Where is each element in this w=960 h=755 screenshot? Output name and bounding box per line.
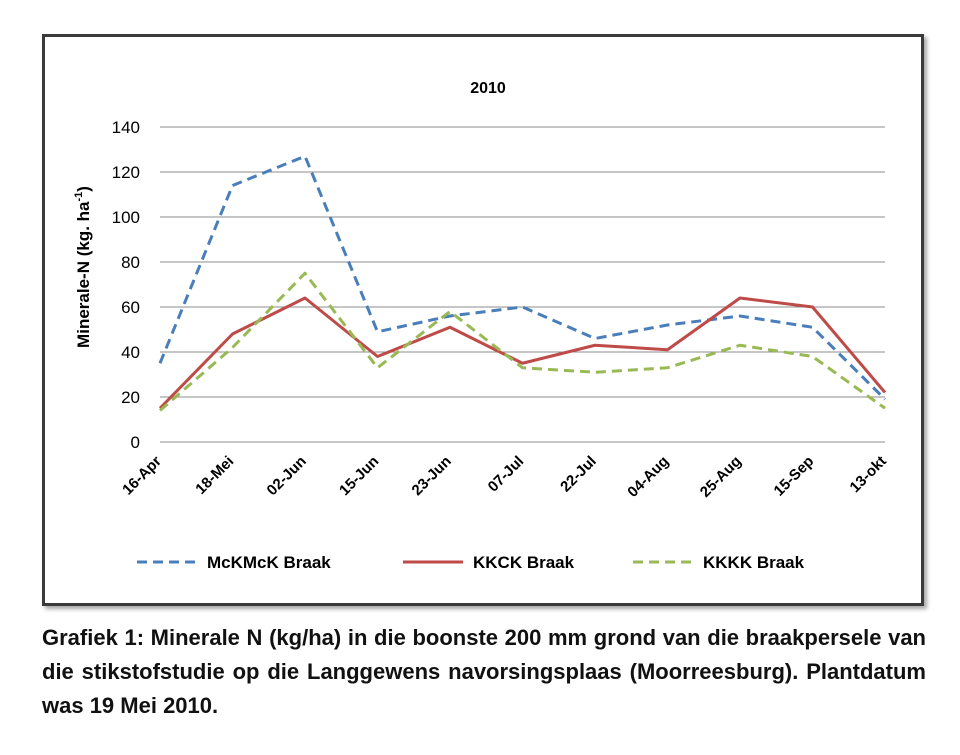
- x-tick-label: 25-Aug: [697, 453, 745, 501]
- x-tick-label: 04-Aug: [624, 453, 672, 501]
- x-tick-label: 13-okt: [847, 453, 890, 496]
- x-tick-labels: 16-Apr 18-Mei 02-Jun 15-Jun 23-Jun 07-Jul 22-J…: [119, 453, 890, 501]
- x-tick-label: 15-Jun: [336, 453, 382, 499]
- legend-label: KKCK Braak: [473, 553, 575, 572]
- y-tick-label: 0: [131, 433, 140, 452]
- series-line: [158, 154, 887, 401]
- y-tick-label: 40: [121, 343, 140, 362]
- series-lines: [158, 154, 887, 412]
- x-tick-label: 02-Jun: [264, 453, 310, 499]
- chart-frame: 2010 0 20 40 60 80 100 120 140 16-Apr 18-Mei 02-J…: [42, 34, 924, 606]
- series-line: [158, 296, 887, 410]
- y-tick-labels: 0 20 40 60 80 100 120 140: [112, 118, 140, 452]
- line-chart: 2010 0 20 40 60 80 100 120 140 16-Apr 18-Mei 02-J…: [73, 80, 890, 572]
- x-tick-label: 15-Sep: [771, 453, 818, 500]
- legend: McKMcK Braak KKCK Braak KKKK Braak: [137, 553, 805, 572]
- y-tick-label: 80: [121, 253, 140, 272]
- y-tick-label: 60: [121, 298, 140, 317]
- chart-title: 2010: [470, 80, 506, 97]
- y-tick-label: 100: [112, 208, 140, 227]
- series-line: [159, 271, 886, 412]
- x-tick-label: 23-Jun: [409, 453, 455, 499]
- x-tick-label: 07-Jul: [485, 453, 528, 496]
- legend-label: KKKK Braak: [703, 553, 805, 572]
- legend-label: McKMcK Braak: [207, 553, 331, 572]
- x-tick-label: 22-Jul: [557, 453, 600, 496]
- y-tick-label: 140: [112, 118, 140, 137]
- y-tick-label: 120: [112, 163, 140, 182]
- x-tick-label: 18-Mei: [192, 453, 237, 498]
- y-axis-label: Minerale-N (kg. ha-1): [73, 186, 93, 348]
- y-tick-label: 20: [121, 388, 140, 407]
- gridlines: [160, 126, 885, 443]
- x-tick-label: 16-Apr: [119, 453, 165, 499]
- figure-caption: Grafiek 1: Minerale N (kg/ha) in die boo…: [42, 625, 926, 718]
